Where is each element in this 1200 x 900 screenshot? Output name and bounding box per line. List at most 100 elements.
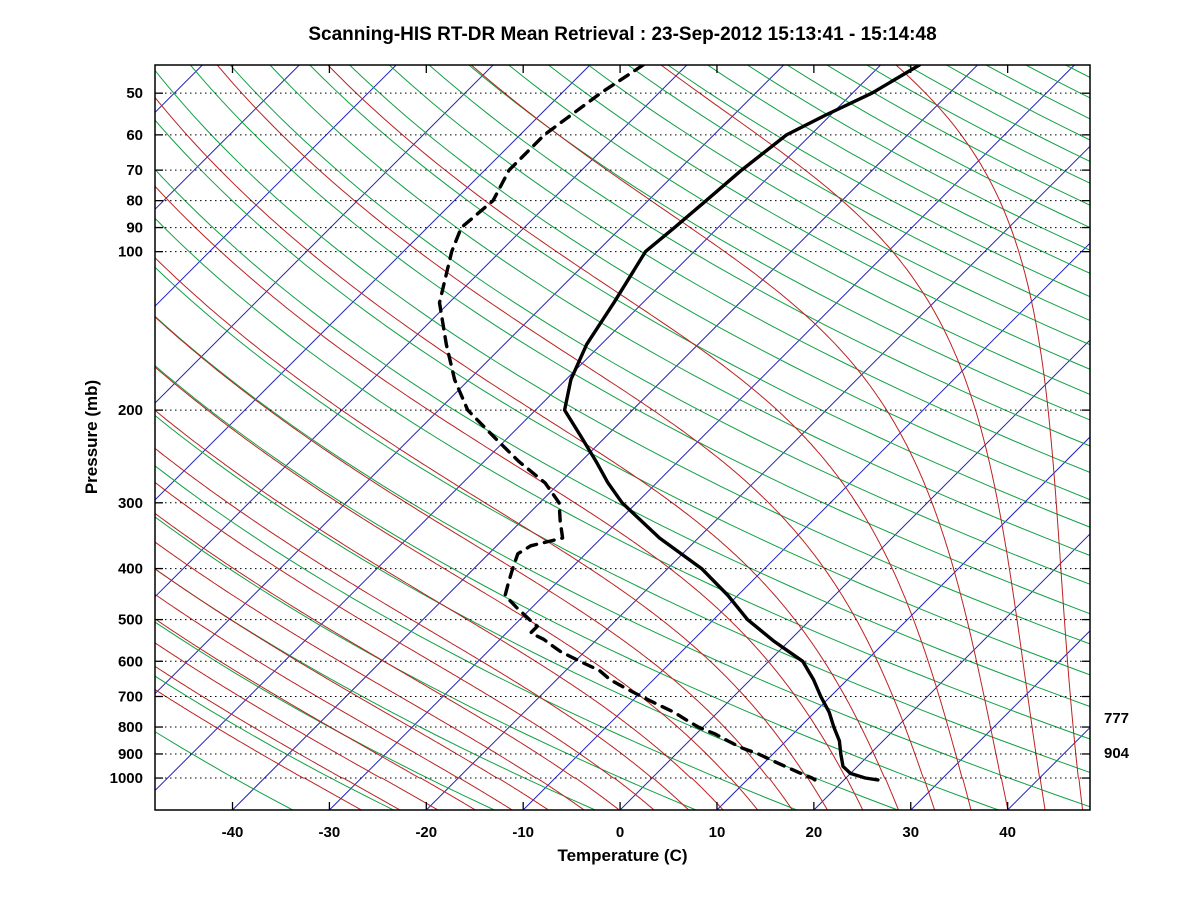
dry-adiabat-line: [786, 65, 1090, 229]
dry-adiabat-line: [707, 65, 1090, 274]
dry-adiabat-line: [189, 65, 1090, 615]
isotherm-line: [328, 65, 1075, 810]
isotherm-line: [155, 65, 397, 307]
dry-adiabat-line: [155, 675, 394, 810]
isotherm-line: [425, 145, 1090, 810]
dry-adiabat-line: [667, 65, 1090, 298]
isotherm-line: [155, 65, 494, 404]
dry-adiabat-line: [1105, 65, 1200, 810]
moist-adiabat-line: [155, 257, 828, 810]
background-line-families: [155, 65, 1200, 810]
isotherm-line: [155, 65, 785, 695]
temperature-tick-label: 40: [999, 824, 1016, 841]
dry-adiabat-line: [627, 65, 1090, 322]
pressure-tick-label: 1000: [110, 770, 143, 787]
pressure-tick-label: 500: [118, 612, 143, 629]
dry-adiabat-line: [269, 65, 1090, 556]
moist-adiabat-line: [155, 593, 513, 810]
dry-adiabat-line: [155, 414, 899, 810]
moist-adiabat-line: [155, 665, 401, 810]
isotherm-line: [1007, 726, 1090, 810]
isotherm-line: [232, 65, 978, 810]
dry-adiabat-line: [548, 65, 1090, 370]
moist-adiabat-line: [155, 96, 899, 810]
isotherm-line: [716, 436, 1090, 810]
temperature-tick-label: 30: [902, 824, 919, 841]
dry-adiabat-line: [155, 315, 1090, 808]
x-axis-label: Temperature (C): [557, 846, 688, 865]
moist-adiabat-line: [155, 642, 439, 810]
dry-adiabat-line: [468, 65, 1090, 421]
dry-adiabat-line: [309, 65, 1090, 528]
isotherm-line: [155, 65, 203, 114]
pressure-tick-label: 90: [126, 220, 143, 237]
temperature-tick-label: 10: [709, 824, 726, 841]
pressure-tick-label: 50: [126, 85, 143, 102]
pressure-tick-label: 400: [118, 561, 143, 578]
moist-adiabat-line: [895, 65, 1084, 810]
dry-adiabat-line: [155, 465, 798, 810]
dry-adiabat-line: [906, 65, 1090, 162]
moist-adiabat-line: [155, 512, 620, 810]
moist-adiabat-line: [155, 568, 549, 810]
pressure-tick-label: 200: [118, 402, 143, 419]
chart-title: Scanning-HIS RT-DR Mean Retrieval : 23-S…: [308, 24, 937, 45]
pressure-annotation-904: 904: [1104, 744, 1130, 762]
temperature-profile-line: [562, 65, 922, 782]
dry-adiabat-line: [508, 65, 1090, 395]
moist-adiabat-line: [155, 316, 793, 810]
temperature-tick-label: 20: [806, 824, 823, 841]
temperature-tick-label: -30: [319, 824, 341, 841]
dry-adiabat-line: [985, 65, 1090, 120]
moist-adiabat-line: [327, 65, 972, 810]
dry-adiabat-line: [349, 65, 1090, 501]
dry-adiabat-line: [155, 217, 1090, 740]
moist-adiabat-line: [155, 409, 724, 810]
dry-adiabat-line: [155, 568, 596, 810]
dry-adiabat-line: [388, 65, 1090, 474]
pressure-tick-label: 800: [118, 719, 143, 736]
moist-adiabat-line: [155, 618, 476, 810]
dry-adiabat-line: [1025, 65, 1090, 99]
dry-adiabat-line: [229, 65, 1090, 585]
dry-adiabat-line: [746, 65, 1090, 251]
pressure-tick-label: 60: [126, 127, 143, 144]
pressure-annotation-777: 777: [1104, 710, 1130, 728]
dry-adiabat-line: [428, 65, 1090, 447]
isotherm-line: [813, 533, 1090, 810]
dew-point-profile-line: [437, 65, 817, 782]
isotherm-line: [155, 65, 591, 501]
temperature-tick-label: 0: [616, 824, 624, 841]
pressure-tick-label: 300: [118, 495, 143, 512]
dry-adiabat-line: [155, 365, 999, 810]
dry-adiabat-line: [866, 65, 1090, 184]
dry-adiabat-line: [1065, 65, 1090, 79]
moist-adiabat-line: [470, 65, 1009, 810]
isotherm-line: [155, 65, 300, 211]
moist-adiabat-line: [660, 65, 1046, 810]
dry-adiabat-line: [587, 65, 1090, 346]
pressure-tick-label: 700: [118, 689, 143, 706]
moist-adiabat-line: [155, 688, 362, 810]
dry-adiabat-line: [155, 266, 1090, 774]
moist-adiabat-line: [155, 481, 655, 810]
pressure-tick-label: 600: [118, 653, 143, 670]
plot-border: [154, 64, 1091, 811]
moist-adiabat-line: [155, 366, 759, 810]
pressure-tick-label: 80: [126, 193, 143, 210]
dry-adiabat-line: [155, 168, 1090, 708]
pressure-tick-label: 900: [118, 746, 143, 763]
dry-adiabat-line: [155, 69, 1090, 645]
sounding-profiles: [437, 65, 922, 782]
moist-adiabat-line: [155, 541, 585, 810]
isotherm-line: [155, 65, 882, 792]
isotherm-line: [910, 630, 1090, 810]
moist-adiabat-line: [155, 185, 864, 810]
temperature-tick-label: -40: [222, 824, 244, 841]
temperature-tick-label: -20: [415, 824, 437, 841]
pressure-tick-label: 100: [118, 244, 143, 261]
pressure-tick-label: 70: [126, 162, 143, 179]
isotherm-line: [155, 65, 688, 598]
